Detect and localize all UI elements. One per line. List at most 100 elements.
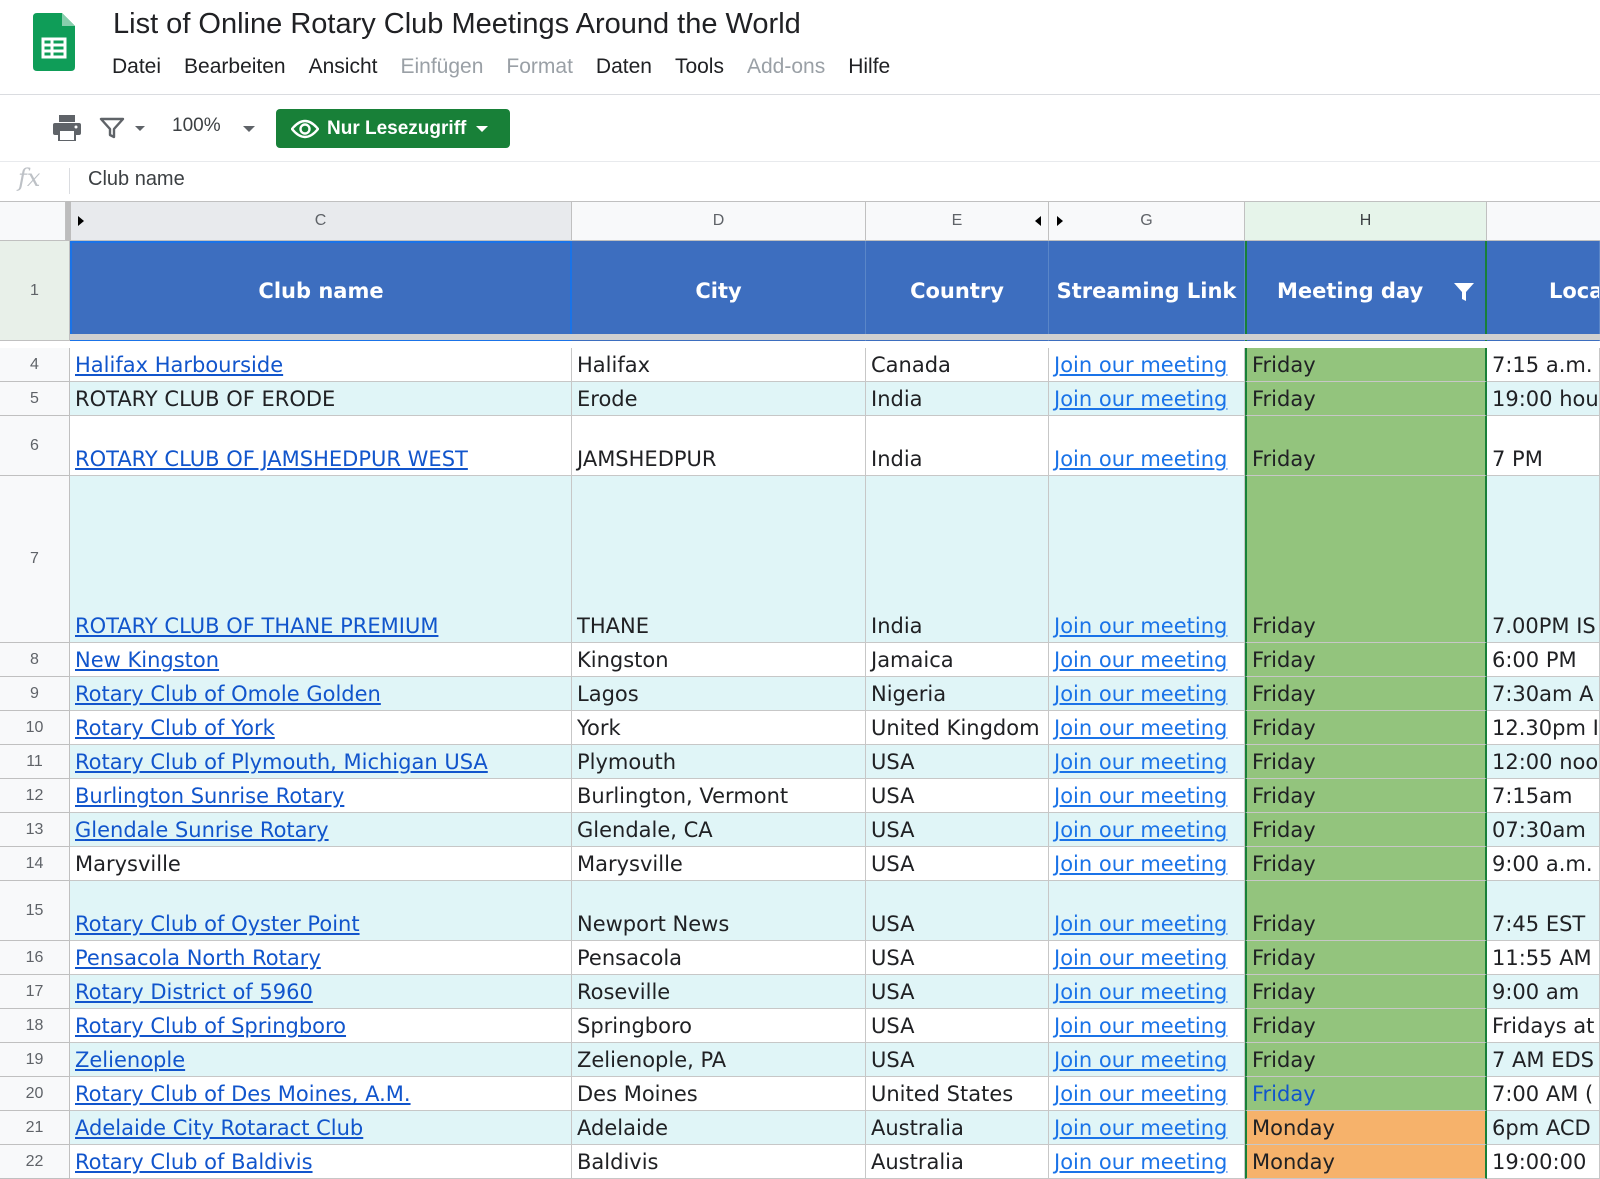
cell-country[interactable]: India [866, 476, 1049, 643]
cell-meeting-day[interactable]: Friday [1245, 975, 1487, 1009]
row-number[interactable]: 15 [0, 881, 70, 941]
cell-city[interactable]: THANE [572, 476, 866, 643]
cell-meeting-day[interactable]: Friday [1245, 847, 1487, 881]
column-header-g[interactable]: G [1049, 202, 1245, 240]
cell-city[interactable]: Newport News [572, 881, 866, 941]
cell-meeting-day[interactable]: Friday [1245, 1009, 1487, 1043]
cell-meeting-day[interactable]: Friday [1245, 476, 1487, 643]
row-number[interactable]: 16 [0, 941, 70, 975]
cell-streaming-link[interactable]: Join our meeting [1049, 1077, 1245, 1111]
header-cell-club-name[interactable]: Club name [70, 241, 572, 341]
cell-streaming-link[interactable]: Join our meeting [1049, 416, 1245, 476]
row-number[interactable]: 19 [0, 1043, 70, 1077]
cell-country[interactable]: USA [866, 779, 1049, 813]
cell-country[interactable]: USA [866, 813, 1049, 847]
cell-country[interactable]: USA [866, 1043, 1049, 1077]
frozen-columns-handle[interactable] [66, 201, 71, 241]
cell-local-time[interactable]: 07:30am [1487, 813, 1600, 847]
row-number[interactable]: 10 [0, 711, 70, 745]
filter-dropdown-caret-icon[interactable] [135, 126, 145, 131]
cell-country[interactable]: United States [866, 1077, 1049, 1111]
row-number[interactable]: 4 [0, 348, 70, 382]
cell-meeting-day[interactable]: Monday [1245, 1111, 1487, 1145]
cell-city[interactable]: Halifax [572, 348, 866, 382]
row-number[interactable]: 11 [0, 745, 70, 779]
cell-country[interactable]: Jamaica [866, 643, 1049, 677]
header-cell-city[interactable]: City [572, 241, 866, 341]
menu-item-einf-gen[interactable]: Einfügen [400, 55, 484, 78]
column-header-e[interactable]: E [866, 202, 1049, 240]
cell-streaming-link[interactable]: Join our meeting [1049, 847, 1245, 881]
zoom-select[interactable]: 100% [172, 115, 221, 136]
row-number[interactable]: 13 [0, 813, 70, 847]
cell-local-time[interactable]: Fridays at [1487, 1009, 1600, 1043]
cell-streaming-link[interactable]: Join our meeting [1049, 779, 1245, 813]
cell-club-name[interactable]: Rotary Club of York [70, 711, 572, 745]
row-number[interactable]: 14 [0, 847, 70, 881]
cell-streaming-link[interactable]: Join our meeting [1049, 711, 1245, 745]
cell-country[interactable]: USA [866, 941, 1049, 975]
cell-local-time[interactable]: 12.30pm I [1487, 711, 1600, 745]
menu-item-ansicht[interactable]: Ansicht [308, 55, 378, 78]
cell-meeting-day[interactable]: Friday [1245, 813, 1487, 847]
cell-local-time[interactable]: 19:00:00 [1487, 1145, 1600, 1179]
row-number[interactable]: 20 [0, 1077, 70, 1111]
cell-streaming-link[interactable]: Join our meeting [1049, 745, 1245, 779]
cell-meeting-day[interactable]: Friday [1245, 941, 1487, 975]
row-number[interactable]: 9 [0, 677, 70, 711]
cell-local-time[interactable]: 11:55 AM [1487, 941, 1600, 975]
cell-country[interactable]: United Kingdom [866, 711, 1049, 745]
cell-country[interactable]: Australia [866, 1111, 1049, 1145]
cell-city[interactable]: Roseville [572, 975, 866, 1009]
column-filter-icon[interactable] [1453, 282, 1475, 302]
cell-club-name[interactable]: ROTARY CLUB OF THANE PREMIUM [70, 476, 572, 643]
cell-meeting-day[interactable]: Friday [1245, 677, 1487, 711]
cell-city[interactable]: Adelaide [572, 1111, 866, 1145]
row-number[interactable]: 21 [0, 1111, 70, 1145]
menu-item-datei[interactable]: Datei [112, 55, 162, 78]
header-cell-meeting-day[interactable]: Meeting day [1245, 241, 1487, 341]
cell-club-name[interactable]: Pensacola North Rotary [70, 941, 572, 975]
cell-streaming-link[interactable]: Join our meeting [1049, 941, 1245, 975]
cell-club-name[interactable]: New Kingston [70, 643, 572, 677]
cell-streaming-link[interactable]: Join our meeting [1049, 881, 1245, 941]
cell-meeting-day[interactable]: Friday [1245, 745, 1487, 779]
row-number[interactable]: 8 [0, 643, 70, 677]
cell-club-name[interactable]: Adelaide City Rotaract Club [70, 1111, 572, 1145]
header-cell-streaming-link[interactable]: Streaming Link [1049, 241, 1245, 341]
cell-meeting-day[interactable]: Friday [1245, 416, 1487, 476]
cell-streaming-link[interactable]: Join our meeting [1049, 813, 1245, 847]
column-header-d[interactable]: D [572, 202, 866, 240]
row-number[interactable]: 12 [0, 779, 70, 813]
cell-country[interactable]: USA [866, 1009, 1049, 1043]
cell-local-time[interactable]: 12:00 noo [1487, 745, 1600, 779]
row-number[interactable]: 17 [0, 975, 70, 1009]
expand-right-icon[interactable] [1057, 216, 1063, 226]
header-cell-country[interactable]: Country [866, 241, 1049, 341]
cell-local-time[interactable]: 7 AM EDS [1487, 1043, 1600, 1077]
cell-city[interactable]: Glendale, CA [572, 813, 866, 847]
menu-item-bearbeiten[interactable]: Bearbeiten [184, 55, 286, 78]
cell-club-name[interactable]: Rotary Club of Omole Golden [70, 677, 572, 711]
cell-local-time[interactable]: 6:00 PM [1487, 643, 1600, 677]
cell-country[interactable]: India [866, 416, 1049, 476]
cell-club-name[interactable]: Zelienople [70, 1043, 572, 1077]
row-number[interactable]: 5 [0, 382, 70, 416]
cell-city[interactable]: Des Moines [572, 1077, 866, 1111]
menu-item-add-ons[interactable]: Add-ons [746, 55, 826, 78]
row-number[interactable]: 7 [0, 476, 70, 643]
cell-meeting-day[interactable]: Friday [1245, 382, 1487, 416]
cell-meeting-day[interactable]: Friday [1245, 1077, 1487, 1111]
menu-item-tools[interactable]: Tools [674, 55, 724, 78]
cell-country[interactable]: USA [866, 881, 1049, 941]
cell-country[interactable]: India [866, 382, 1049, 416]
cell-country[interactable]: Nigeria [866, 677, 1049, 711]
cell-country[interactable]: Australia [866, 1145, 1049, 1179]
cell-local-time[interactable]: 6pm ACD [1487, 1111, 1600, 1145]
cell-streaming-link[interactable]: Join our meeting [1049, 1111, 1245, 1145]
cell-local-time[interactable]: 7:30am A [1487, 677, 1600, 711]
column-header-c[interactable]: C [70, 202, 572, 240]
cell-city[interactable]: Zelienople, PA [572, 1043, 866, 1077]
cell-city[interactable]: Kingston [572, 643, 866, 677]
menu-item-format[interactable]: Format [506, 55, 573, 78]
